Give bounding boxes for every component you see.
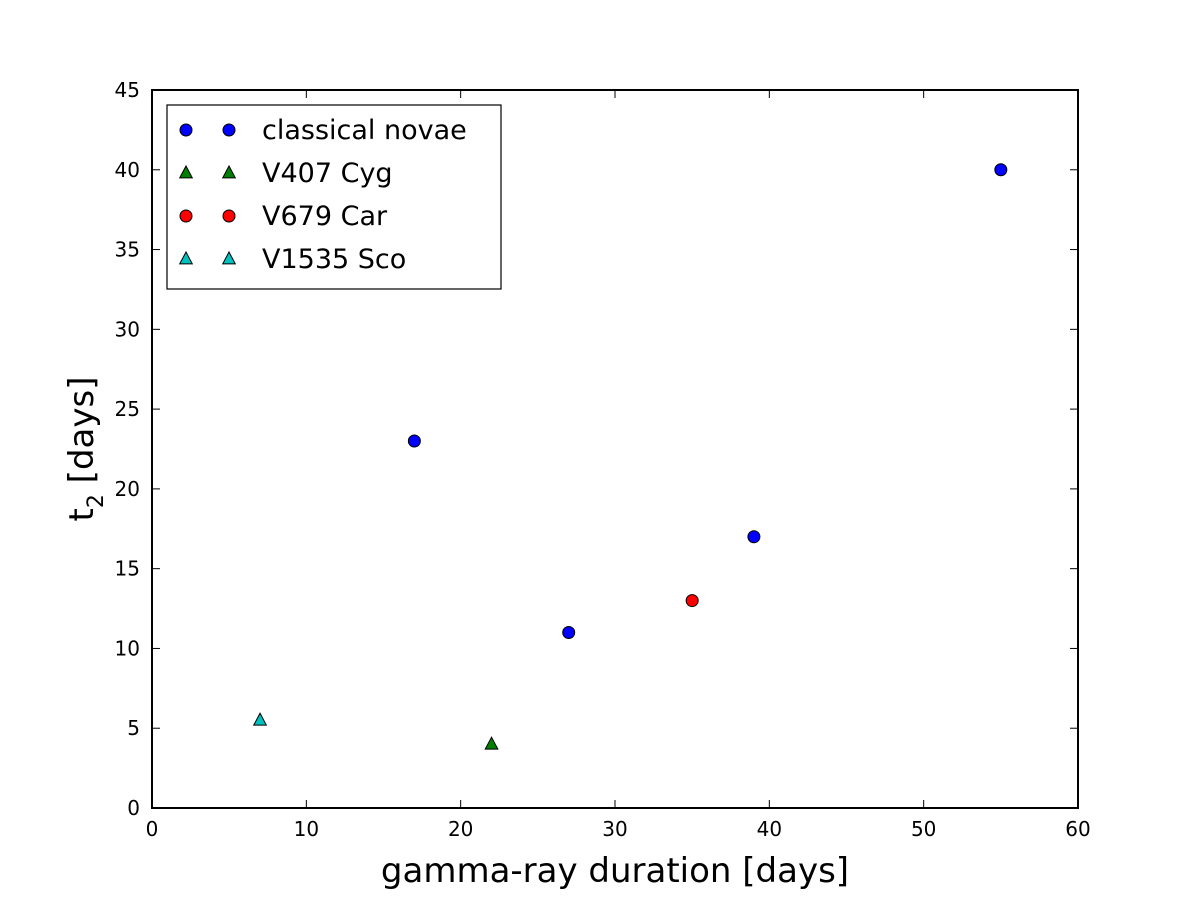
y-tick-label: 0: [127, 796, 140, 820]
axis-ticks: 0 10 20 30 40 50 60 0 5 10 15 20 25 30 35 40 45: [115, 78, 1091, 841]
y-tick-label: 5: [127, 716, 140, 740]
y-axis-label: t2 [days]: [62, 377, 109, 522]
legend-label: V1535 Sco: [262, 244, 406, 275]
x-tick-label: 60: [1065, 817, 1090, 841]
legend-marker: [179, 123, 193, 137]
y-tick-label: 30: [115, 317, 140, 341]
legend-label: classical novae: [262, 115, 467, 146]
y-axis-label-subscript: 2: [84, 494, 109, 508]
data-points: [252, 163, 1008, 750]
y-tick-label: 35: [115, 238, 140, 262]
y-tick-label: 40: [115, 158, 140, 182]
y-tick-label: 25: [115, 397, 140, 421]
x-tick-label: 10: [294, 817, 319, 841]
legend-marker: [179, 209, 193, 223]
y-axis-label-main: t: [62, 508, 102, 521]
data-point: [994, 163, 1008, 177]
y-axis-label-rest: [days]: [62, 377, 102, 495]
legend-label: V679 Car: [262, 201, 388, 232]
x-tick-label: 50: [911, 817, 936, 841]
legend-marker: [221, 164, 237, 179]
data-point: [747, 530, 761, 544]
y-tick-label: 20: [115, 477, 140, 501]
plot-frame: [151, 89, 1079, 809]
y-tick-label: 10: [115, 636, 140, 660]
data-point: [252, 712, 268, 726]
legend-box: [166, 104, 502, 290]
x-axis-label: gamma-ray duration [days]: [381, 851, 849, 891]
legend-label: V407 Cyg: [262, 158, 393, 189]
legend-marker: [178, 164, 194, 179]
legend-marker: [178, 250, 194, 265]
x-tick-label: 30: [602, 817, 627, 841]
legend-marker: [222, 123, 236, 137]
data-point: [484, 736, 499, 750]
legend-marker: [222, 209, 236, 223]
data-point: [407, 434, 421, 448]
x-tick-label: 0: [146, 817, 159, 841]
legend: classical novae V407 Cyg V679 Car V1535 Sco: [166, 104, 502, 290]
data-point: [562, 625, 576, 639]
y-tick-label: 45: [115, 78, 140, 102]
x-tick-label: 40: [757, 817, 782, 841]
y-tick-label: 15: [115, 557, 140, 581]
x-tick-label: 20: [448, 817, 473, 841]
data-point: [685, 594, 699, 608]
legend-marker: [221, 250, 237, 265]
